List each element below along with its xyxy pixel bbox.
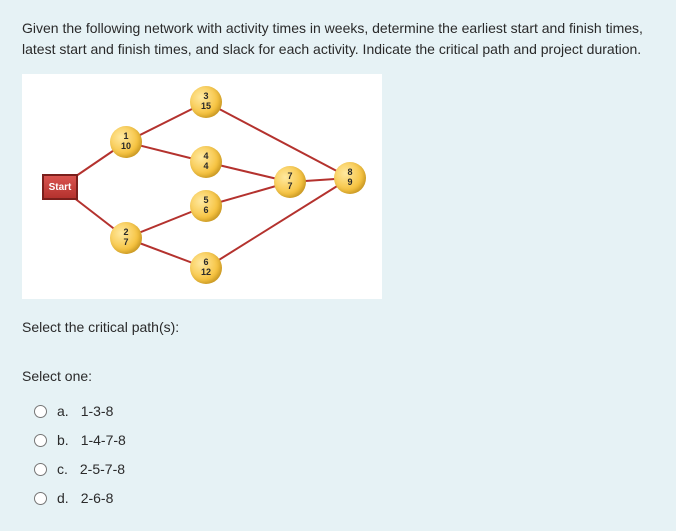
option-letter: b. <box>57 430 69 451</box>
option-radio-a[interactable] <box>34 405 47 418</box>
option-letter: a. <box>57 401 69 422</box>
option-b[interactable]: b. 1-4-7-8 <box>22 426 654 455</box>
option-text: 2-6-8 <box>81 488 114 509</box>
options-list: a. 1-3-8 b. 1-4-7-8 c. 2-5-7-8 d. 2-6-8 <box>22 397 654 513</box>
activity-node-4: 44 <box>190 146 222 178</box>
activity-node-1: 110 <box>110 126 142 158</box>
option-letter: c. <box>57 459 68 480</box>
node-duration: 12 <box>201 268 211 278</box>
option-radio-d[interactable] <box>34 492 47 505</box>
option-text: 1-3-8 <box>81 401 114 422</box>
node-duration: 6 <box>203 206 208 216</box>
activity-node-5: 56 <box>190 190 222 222</box>
option-radio-b[interactable] <box>34 434 47 447</box>
option-d[interactable]: d. 2-6-8 <box>22 484 654 513</box>
node-duration: 4 <box>203 162 208 172</box>
activity-node-8: 89 <box>334 162 366 194</box>
activity-node-7: 77 <box>274 166 306 198</box>
node-duration: 9 <box>347 178 352 188</box>
node-duration: 15 <box>201 102 211 112</box>
option-c[interactable]: c. 2-5-7-8 <box>22 455 654 484</box>
node-duration: 7 <box>287 182 292 192</box>
select-one-label: Select one: <box>22 366 654 387</box>
prompt-text: Select the critical path(s): <box>22 317 654 338</box>
activity-node-6: 612 <box>190 252 222 284</box>
network-diagram: Start 1102731544566127789 <box>22 74 382 299</box>
option-text: 1-4-7-8 <box>81 430 126 451</box>
option-letter: d. <box>57 488 69 509</box>
option-radio-c[interactable] <box>34 463 47 476</box>
question-text: Given the following network with activit… <box>22 18 654 60</box>
activity-node-2: 27 <box>110 222 142 254</box>
start-label: Start <box>49 180 72 195</box>
node-duration: 10 <box>121 142 131 152</box>
activity-node-3: 315 <box>190 86 222 118</box>
option-text: 2-5-7-8 <box>80 459 125 480</box>
start-node: Start <box>42 174 78 200</box>
node-duration: 7 <box>123 238 128 248</box>
option-a[interactable]: a. 1-3-8 <box>22 397 654 426</box>
